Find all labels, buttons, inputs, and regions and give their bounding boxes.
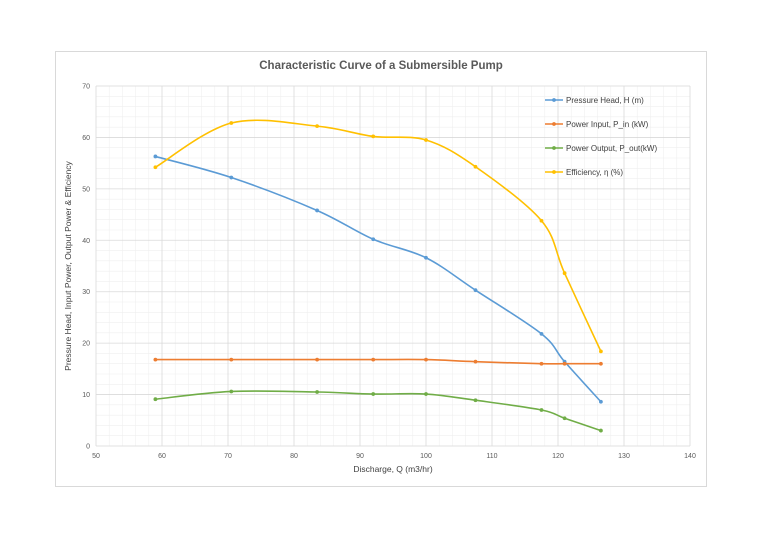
y-tick-label: 0 <box>86 444 90 451</box>
x-tick-label: 80 <box>290 453 298 460</box>
x-tick-label: 130 <box>618 453 630 460</box>
data-point <box>315 208 319 213</box>
data-point <box>473 164 478 169</box>
x-axis-ticks: 50 60 70 80 90 100 110 120 130 140 <box>92 453 696 460</box>
y-tick-label: 40 <box>82 238 90 245</box>
minor-grid <box>96 86 690 446</box>
y-tick-label: 50 <box>82 186 90 193</box>
legend-label: Pressure Head, H (m) <box>566 96 644 105</box>
data-point <box>371 392 376 396</box>
x-axis-title: Discharge, Q (m3/hr) <box>353 464 433 474</box>
y-tick-label: 70 <box>82 84 90 91</box>
data-point <box>371 237 376 242</box>
y-tick-label: 60 <box>82 135 90 142</box>
data-point <box>229 357 234 362</box>
data-point <box>424 357 428 362</box>
x-tick-label: 140 <box>684 453 696 460</box>
y-tick-label: 30 <box>82 289 90 296</box>
data-point <box>599 428 603 433</box>
legend-label: Efficiency, η (%) <box>566 168 623 177</box>
data-point <box>371 134 376 139</box>
data-point <box>153 357 158 362</box>
data-point <box>473 359 478 364</box>
chart-frame <box>55 51 707 487</box>
legend-swatch-marker <box>552 146 556 150</box>
y-tick-label: 10 <box>82 392 90 399</box>
series-line-0 <box>155 155 602 403</box>
y-axis-title: Pressure Head, Input Power, Output Power… <box>63 160 73 370</box>
x-tick-label: 50 <box>92 453 100 460</box>
series-markers <box>153 121 603 433</box>
data-point <box>539 408 544 412</box>
data-point <box>153 397 158 402</box>
x-tick-label: 120 <box>552 453 564 460</box>
data-point <box>424 138 428 142</box>
data-point <box>473 398 478 403</box>
data-point <box>424 255 428 260</box>
data-point <box>229 121 234 125</box>
data-point <box>539 218 544 223</box>
x-tick-label: 60 <box>158 453 166 460</box>
data-point <box>562 416 567 421</box>
legend-swatch-marker <box>552 122 556 126</box>
x-tick-label: 110 <box>486 453 497 460</box>
series-line-2 <box>155 390 602 432</box>
data-point <box>539 361 544 366</box>
x-tick-label: 100 <box>420 453 432 460</box>
data-point <box>229 175 234 180</box>
series-line-1 <box>155 358 601 365</box>
data-point <box>371 357 376 362</box>
data-point <box>473 288 478 293</box>
data-point <box>539 331 544 336</box>
legend-swatch-marker <box>552 98 556 102</box>
data-point <box>153 165 158 170</box>
legend: Pressure Head, H (m) Power Input, P_in (k… <box>545 96 657 177</box>
data-point <box>229 389 234 394</box>
legend-swatch-marker <box>552 170 556 174</box>
data-point <box>599 349 603 354</box>
data-point <box>424 392 428 396</box>
x-tick-label: 70 <box>224 453 232 460</box>
legend-label: Power Input, P_in (kW) <box>566 120 649 129</box>
data-point <box>315 390 319 394</box>
data-point <box>315 124 319 129</box>
legend-label: Power Output, P_out(kW) <box>566 144 657 153</box>
data-point <box>153 154 158 159</box>
data-point <box>562 361 567 366</box>
data-point <box>315 357 319 362</box>
major-grid <box>95 85 691 447</box>
y-tick-label: 20 <box>82 341 90 348</box>
y-axis-ticks: 0 10 20 30 40 50 60 70 <box>82 84 90 451</box>
x-tick-label: 90 <box>356 453 364 460</box>
chart-title: Characteristic Curve of a Submersible Pu… <box>259 60 503 72</box>
data-point <box>599 361 603 366</box>
data-point <box>599 399 603 404</box>
data-point <box>562 271 567 276</box>
series-line-3 <box>154 119 602 352</box>
